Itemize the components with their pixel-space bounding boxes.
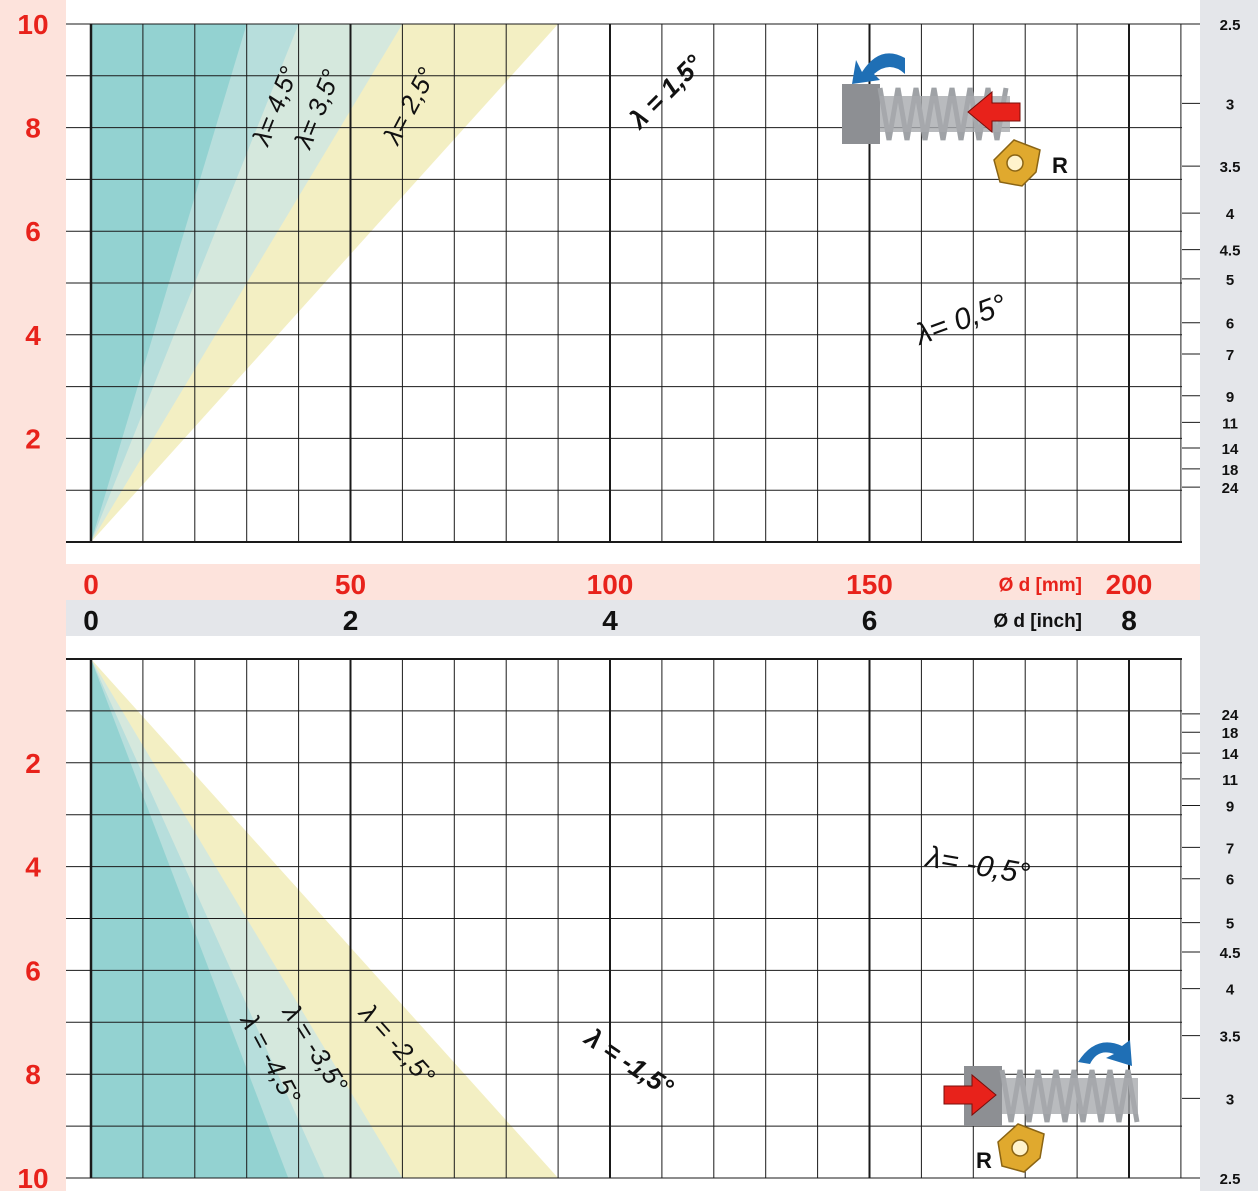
x-tick-mm: 50 (335, 569, 366, 600)
y-tick-bottom: 8 (25, 1059, 41, 1090)
tpi-label-top: 3 (1226, 96, 1234, 113)
tpi-label-bottom: 18 (1222, 725, 1239, 742)
insert-screw-icon (1011, 1139, 1029, 1157)
x-tick-mm: 0 (83, 569, 99, 600)
blue-rotation-arrow-icon (1078, 1040, 1132, 1066)
right-axis-band (1200, 0, 1258, 1191)
tpi-label-top: 14 (1222, 441, 1239, 458)
grid (66, 23, 1182, 1179)
y-tick-top: 4 (25, 320, 41, 351)
x-tick-inch: 0 (83, 605, 99, 636)
hand-label-top: R (1052, 153, 1068, 178)
tpi-label-bottom: 9 (1226, 798, 1234, 815)
x-tick-mm: 150 (846, 569, 893, 600)
x-tick-mm: 200 (1106, 569, 1153, 600)
tpi-label-top: 6 (1226, 316, 1234, 333)
tpi-label-top: 2.5 (1220, 17, 1241, 34)
label-lambda-0-5: λ= 0,5° (909, 288, 1011, 352)
tpi-label-bottom: 3 (1226, 1091, 1234, 1108)
tpi-label-top: 18 (1222, 462, 1239, 479)
left-axis-band (0, 0, 66, 1191)
x-tick-inch: 2 (343, 605, 359, 636)
red-feed-arrow-icon (943, 1073, 997, 1117)
tpi-label-bottom: 24 (1222, 707, 1239, 724)
y-tick-bottom: 2 (25, 748, 41, 779)
label-lambda-1-5: λ = 1,5° (622, 49, 709, 136)
tpi-label-top: 9 (1226, 389, 1234, 406)
y-tick-top: 2 (25, 423, 41, 454)
blue-rotation-arrow-icon (852, 53, 905, 84)
x-tick-inch: 8 (1121, 605, 1137, 636)
x-tick-inch: 4 (602, 605, 618, 636)
tpi-label-bottom: 4 (1226, 982, 1235, 999)
insert-screw-icon (1006, 154, 1024, 172)
tpi-label-top: 24 (1222, 480, 1239, 497)
tpi-label-bottom: 4.5 (1220, 945, 1241, 962)
y-tick-top: 10 (17, 9, 48, 40)
x-label-mm: Ø d [mm] (999, 575, 1082, 596)
y-tick-top: 8 (25, 113, 41, 144)
x-label-inch: Ø d [inch] (993, 611, 1082, 632)
tpi-label-bottom: 11 (1222, 772, 1238, 789)
label-lambda-neg-1-5: λ = -1,5° (578, 1021, 679, 1103)
x-tick-mm: 100 (587, 569, 634, 600)
y-tick-bottom: 4 (25, 852, 41, 883)
y-tick-top: 6 (25, 216, 41, 247)
x-tick-inch: 6 (862, 605, 878, 636)
inch-axis-band (66, 600, 1200, 636)
red-feed-arrow-icon (967, 90, 1021, 134)
tpi-label-bottom: 6 (1226, 872, 1234, 889)
bolt-core (1002, 1078, 1138, 1114)
bottom-thread-illustration: R (943, 1040, 1140, 1173)
label-lambda-neg-0-5: λ= -0,5° (922, 840, 1032, 891)
tpi-label-top: 11 (1222, 415, 1238, 432)
tpi-label-bottom: 7 (1226, 840, 1234, 857)
tpi-label-top: 7 (1226, 347, 1234, 364)
tpi-label-bottom: 3.5 (1220, 1029, 1241, 1046)
tpi-label-bottom: 5 (1226, 916, 1234, 933)
y-tick-bottom: 6 (25, 955, 41, 986)
hand-label-bottom: R (976, 1148, 992, 1173)
tpi-label-top: 4 (1226, 206, 1235, 223)
tpi-label-bottom: 2.5 (1220, 1171, 1241, 1188)
tpi-label-top: 4.5 (1220, 243, 1241, 260)
top-thread-illustration: R (842, 53, 1068, 187)
y-tick-bottom: 10 (17, 1163, 48, 1191)
tpi-label-top: 3.5 (1220, 159, 1241, 176)
bolt-head (842, 84, 880, 144)
mm-axis-band (66, 564, 1200, 600)
tpi-label-top: 5 (1226, 272, 1234, 289)
region-top-0 (91, 24, 247, 542)
tpi-label-bottom: 14 (1222, 746, 1239, 763)
